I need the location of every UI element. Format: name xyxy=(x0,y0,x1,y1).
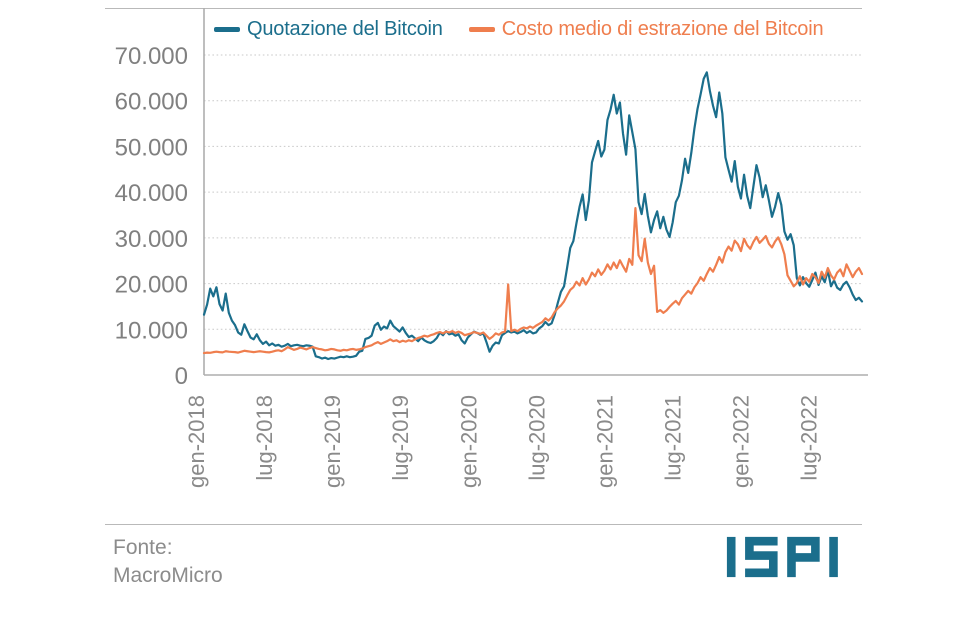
legend-item-cost[interactable]: Costo medio di estrazione del Bitcoin xyxy=(468,18,824,41)
x-axis-tick-label: gen-2019 xyxy=(320,395,345,488)
legend-swatch-price xyxy=(214,27,240,32)
x-axis-tick-label: lug-2019 xyxy=(388,395,413,481)
divider-top xyxy=(105,8,862,9)
x-axis-tick-label: gen-2021 xyxy=(592,395,617,488)
divider-footer xyxy=(105,524,862,525)
y-axis-tick-label: 0 xyxy=(175,363,188,390)
x-axis-tick-label: lug-2018 xyxy=(252,395,277,481)
x-axis-tick-label: gen-2020 xyxy=(456,395,481,488)
y-axis-tick-label: 20.000 xyxy=(115,272,188,299)
x-axis-tick-label: lug-2022 xyxy=(797,395,822,481)
legend-label-price: Quotazione del Bitcoin xyxy=(247,18,443,40)
y-axis-tick-label: 30.000 xyxy=(115,226,188,253)
y-axis-tick-label: 50.000 xyxy=(115,134,188,161)
y-axis-tick-label: 60.000 xyxy=(115,89,188,116)
y-axis-tick-label: 70.000 xyxy=(115,43,188,70)
source-name: MacroMicro xyxy=(113,563,223,587)
series-line-cost xyxy=(202,207,864,355)
y-axis-tick-label: 40.000 xyxy=(115,180,188,207)
y-axis-tick-label: 10.000 xyxy=(115,317,188,344)
source-label: Fonte: xyxy=(113,536,173,559)
legend-swatch-cost xyxy=(468,27,495,32)
ispi-logo xyxy=(726,536,838,578)
series-line-price xyxy=(202,71,864,361)
source-note: Fonte: MacroMicro xyxy=(113,534,223,589)
legend-label-cost: Costo medio di estrazione del Bitcoin xyxy=(501,18,824,40)
x-axis-tick-label: gen-2018 xyxy=(184,395,209,488)
x-axis-tick-label: lug-2021 xyxy=(660,395,685,481)
chart-legend: Quotazione del Bitcoin Costo medio di es… xyxy=(214,18,824,41)
x-axis-tick-label: gen-2022 xyxy=(729,395,754,488)
x-axis-tick-label: lug-2020 xyxy=(524,395,549,481)
legend-item-price[interactable]: Quotazione del Bitcoin xyxy=(214,18,443,41)
